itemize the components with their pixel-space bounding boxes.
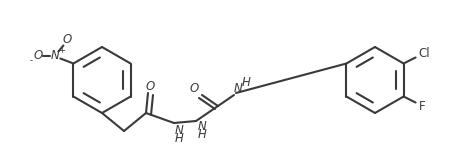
Text: H: H bbox=[197, 127, 206, 141]
Text: H: H bbox=[242, 76, 251, 88]
Text: N: N bbox=[234, 81, 243, 95]
Text: O: O bbox=[146, 80, 154, 92]
Text: H: H bbox=[175, 132, 183, 146]
Text: F: F bbox=[419, 100, 426, 113]
Text: N: N bbox=[175, 125, 183, 137]
Text: N: N bbox=[198, 120, 206, 132]
Text: Cl: Cl bbox=[419, 47, 430, 60]
Text: -: - bbox=[30, 56, 33, 65]
Text: N: N bbox=[51, 49, 60, 62]
Text: O: O bbox=[34, 49, 43, 62]
Text: O: O bbox=[63, 33, 72, 46]
Text: +: + bbox=[58, 46, 65, 55]
Text: O: O bbox=[189, 81, 199, 95]
